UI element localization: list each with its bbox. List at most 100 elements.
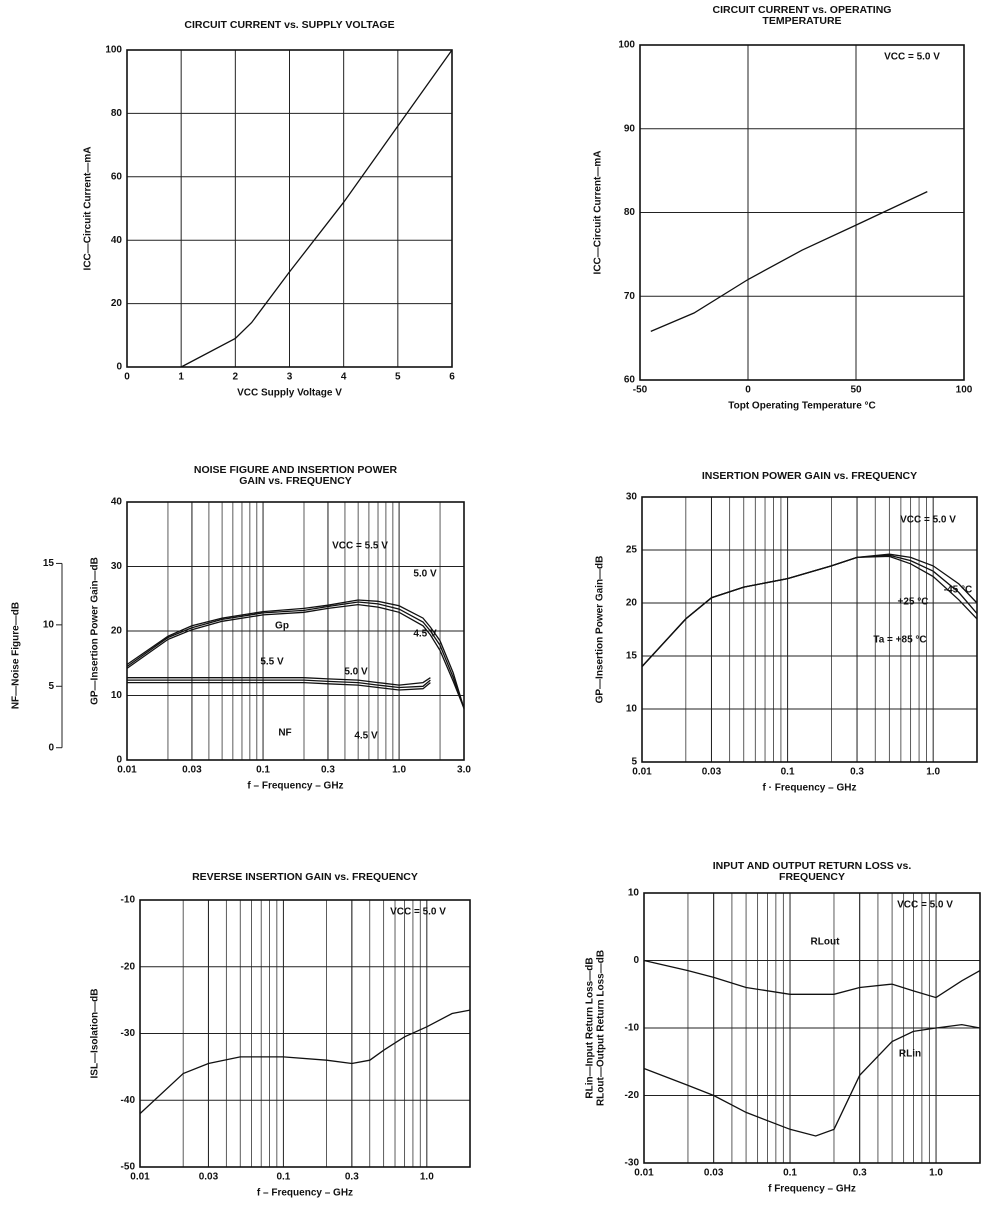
- data-line: [181, 50, 452, 367]
- y-tick-label: -20: [121, 961, 136, 972]
- x-tick-label: 0.01: [634, 1168, 654, 1179]
- y-tick-label: -10: [625, 1023, 640, 1034]
- x-tick-label: 0: [745, 385, 751, 396]
- y-tick-label: -50: [121, 1162, 136, 1173]
- x-tick-label: 4: [341, 372, 347, 383]
- x-tick-label: 1.0: [420, 1172, 434, 1183]
- annotation: VCC = 5.0 V: [390, 907, 446, 918]
- y-tick-label: -40: [121, 1095, 136, 1106]
- data-line: [127, 602, 464, 708]
- chart-title: CIRCUIT CURRENT vs. SUPPLY VOLTAGE: [184, 19, 394, 31]
- chart-title: INSERTION POWER GAIN vs. FREQUENCY: [702, 470, 917, 482]
- series-label: 4.5 V: [354, 731, 378, 742]
- x-tick-label: 3.0: [457, 765, 471, 776]
- series-label: RLout: [811, 937, 841, 948]
- annotation: VCC = 5.0 V: [900, 515, 956, 526]
- y-axis-label: ICC—Circuit Current—mA: [83, 147, 94, 271]
- chart-title: TEMPERATURE: [762, 15, 841, 27]
- x-tick-label: 0.03: [199, 1172, 219, 1183]
- x-tick-label: 0.1: [781, 767, 795, 778]
- y-tick-label: -20: [625, 1090, 640, 1101]
- y-axis-label: RLout—Output Return Loss—dB: [596, 950, 607, 1106]
- y-tick-label: 20: [626, 598, 638, 609]
- y2-axis-label: NF—Noise Figure—dB: [11, 602, 22, 709]
- y-tick-label: 60: [111, 171, 123, 182]
- data-line: [127, 605, 464, 709]
- page: CIRCUIT CURRENT vs. SUPPLY VOLTAGE 0 1 2 3 4 5…: [0, 0, 990, 1222]
- y2-tick-label: 10: [43, 619, 55, 630]
- chart-title: GAIN vs. FREQUENCY: [239, 475, 352, 487]
- x-tick-label: 0.3: [345, 1172, 359, 1183]
- chart-title: FREQUENCY: [779, 871, 845, 883]
- annotation: VCC = 5.0 V: [897, 900, 953, 911]
- y-tick-label: 10: [626, 704, 638, 715]
- y-tick-label: 5: [631, 757, 637, 768]
- series-label: RLin: [899, 1049, 921, 1060]
- y-tick-label: 80: [111, 108, 123, 119]
- y-tick-label: 100: [105, 45, 122, 56]
- series-label: 4.5 V: [413, 629, 437, 640]
- series-label: 5.5 V: [260, 657, 284, 668]
- y-tick-label: 0: [116, 755, 122, 766]
- x-tick-label: 1.0: [926, 767, 940, 778]
- x-tick-label: 1.0: [929, 1168, 943, 1179]
- x-axis-label: f Frequency – GHz: [768, 1184, 856, 1195]
- y-tick-label: -30: [121, 1028, 136, 1039]
- y-tick-label: 100: [618, 40, 635, 51]
- x-tick-label: 0.1: [276, 1172, 290, 1183]
- x-tick-label: 0.3: [853, 1168, 867, 1179]
- x-axis-label: Topt Operating Temperature °C: [728, 401, 876, 412]
- series-label: VCC = 5.5 V: [332, 541, 388, 552]
- y-tick-label: 0: [633, 955, 639, 966]
- y-tick-label: 40: [111, 497, 123, 508]
- x-axis-label: f – Frequency – GHz: [257, 1188, 353, 1199]
- y-tick-label: 90: [624, 123, 636, 134]
- x-tick-label: 1.0: [392, 765, 406, 776]
- y2-tick-label: 5: [48, 681, 54, 692]
- y-tick-label: 30: [111, 561, 123, 572]
- y-axis-label: GP—Insertion Power Gain—dB: [595, 556, 606, 704]
- y-tick-label: 40: [111, 235, 123, 246]
- chart-title: REVERSE INSERTION GAIN vs. FREQUENCY: [192, 871, 418, 883]
- annotation: NF: [278, 728, 291, 739]
- x-tick-label: 0.01: [117, 765, 137, 776]
- x-axis-label: f · Frequency – GHz: [763, 783, 857, 794]
- y-tick-label: 25: [626, 545, 638, 556]
- y-tick-label: 10: [111, 690, 123, 701]
- y-axis-label: RLin—Input Return Loss—dB: [585, 957, 596, 1098]
- x-tick-label: -50: [633, 385, 648, 396]
- series-label: +25 °C: [898, 597, 929, 608]
- x-axis-label: VCC Supply Voltage V: [237, 388, 342, 399]
- x-tick-label: 0.03: [702, 767, 722, 778]
- y-tick-label: 80: [624, 207, 636, 218]
- y-axis-label: ICC—Circuit Current—mA: [593, 151, 604, 275]
- y-tick-label: 10: [628, 888, 640, 899]
- y-tick-label: 20: [111, 298, 123, 309]
- y-axis-label: ISL—Isolation—dB: [90, 989, 101, 1079]
- y2-tick-label: 0: [48, 742, 54, 753]
- x-axis-label: f – Frequency – GHz: [247, 781, 343, 792]
- y-tick-label: -30: [625, 1158, 640, 1169]
- y-axis-label: GP—Insertion Power Gain—dB: [90, 557, 101, 705]
- x-tick-label: 0.03: [704, 1168, 724, 1179]
- x-tick-label: 0.01: [632, 767, 652, 778]
- x-tick-label: 5: [395, 372, 401, 383]
- y-tick-label: 30: [626, 492, 638, 503]
- x-tick-label: 0.1: [783, 1168, 797, 1179]
- x-tick-label: 6: [449, 372, 455, 383]
- x-tick-label: 2: [233, 372, 239, 383]
- y-tick-label: 15: [626, 651, 638, 662]
- y-tick-label: 60: [624, 375, 636, 386]
- x-tick-label: 1: [178, 372, 184, 383]
- series-label: 5.0 V: [413, 569, 437, 580]
- series-label: 5.0 V: [344, 667, 368, 678]
- y-tick-label: 20: [111, 626, 123, 637]
- y2-tick-label: 15: [43, 558, 55, 569]
- x-tick-label: 3: [287, 372, 293, 383]
- annotation: VCC = 5.0 V: [884, 52, 940, 63]
- x-tick-label: 0.03: [182, 765, 202, 776]
- x-tick-label: 0.01: [130, 1172, 150, 1183]
- x-tick-label: 0.3: [321, 765, 335, 776]
- x-tick-label: 0.3: [850, 767, 864, 778]
- series-label: Ta = +85 °C: [873, 635, 926, 646]
